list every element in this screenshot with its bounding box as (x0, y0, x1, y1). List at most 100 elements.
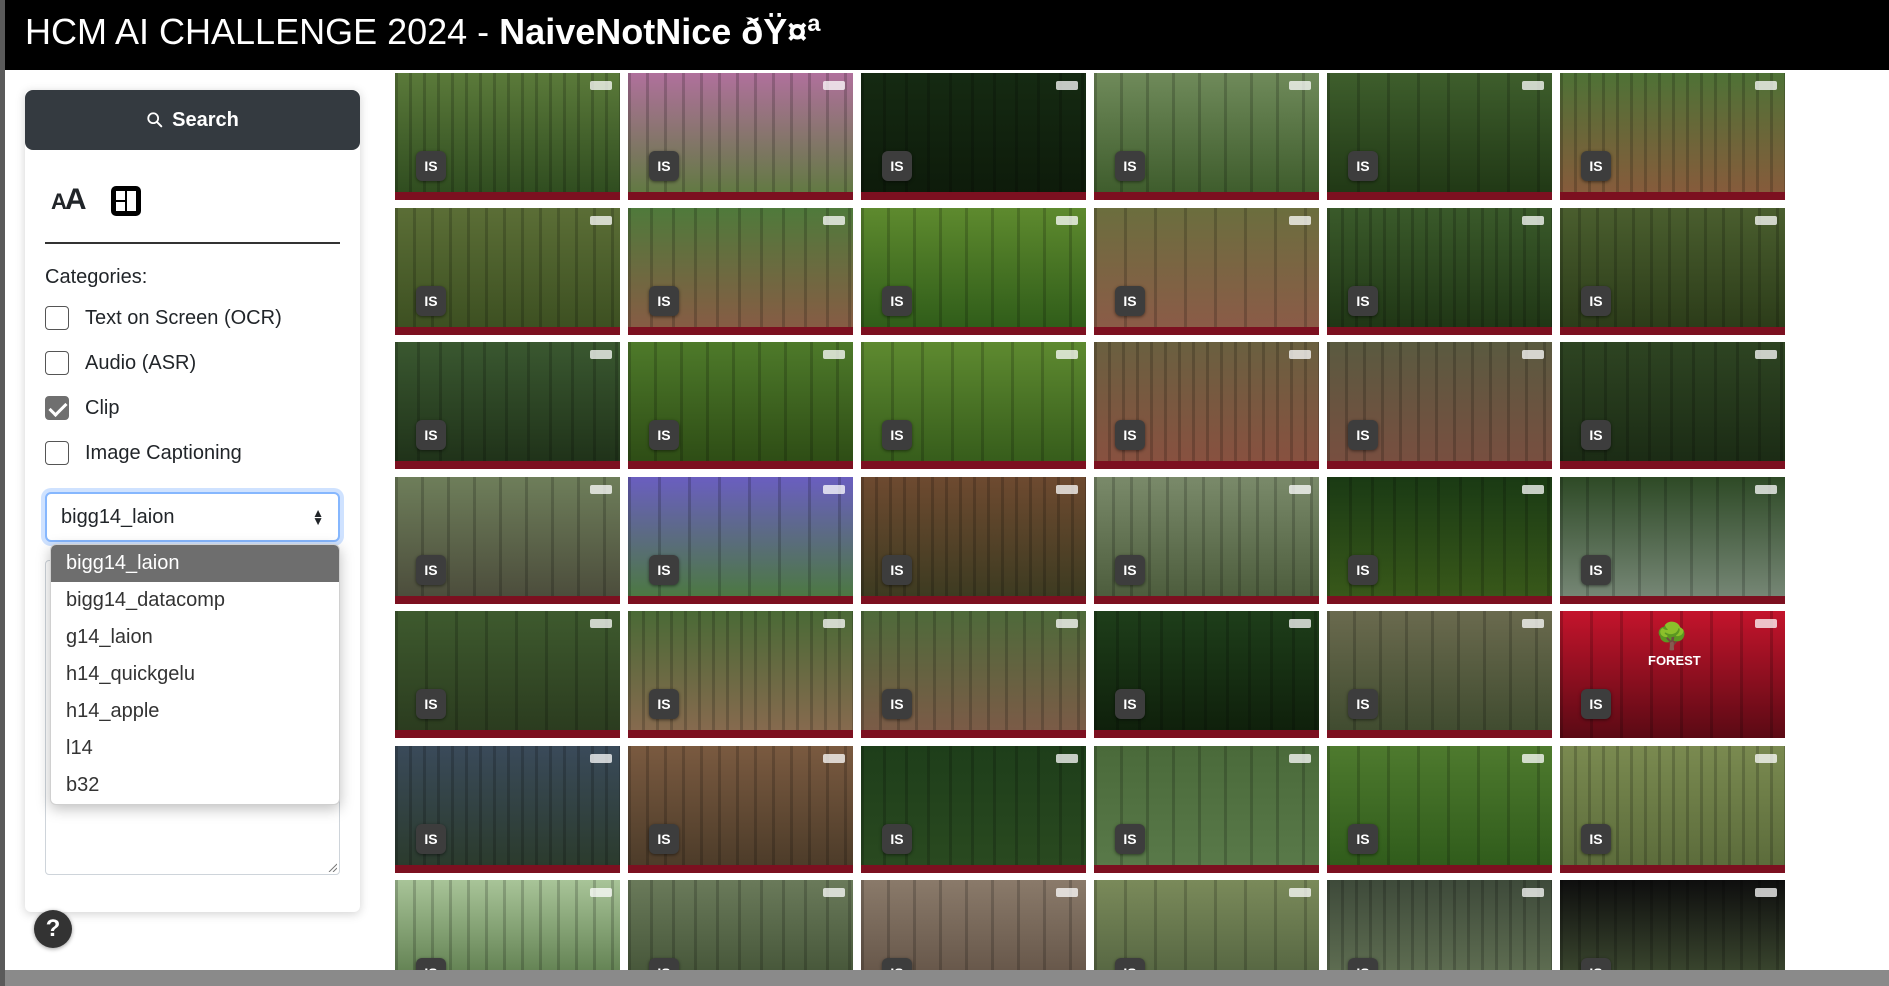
image-search-badge[interactable]: IS (1581, 420, 1611, 450)
result-thumbnail[interactable]: IS (861, 73, 1086, 200)
image-search-badge[interactable]: IS (649, 958, 679, 970)
image-search-badge[interactable]: IS (649, 689, 679, 719)
result-thumbnail[interactable]: IS (1327, 880, 1552, 970)
image-search-badge[interactable]: IS (1581, 824, 1611, 854)
image-search-badge[interactable]: IS (1581, 555, 1611, 585)
result-thumbnail[interactable]: IS (395, 342, 620, 469)
result-thumbnail[interactable]: IS (1560, 208, 1785, 335)
result-thumbnail[interactable]: IS (1327, 73, 1552, 200)
result-thumbnail[interactable]: IS (1094, 342, 1319, 469)
asr-checkbox[interactable] (45, 351, 69, 375)
result-thumbnail[interactable]: IS (628, 477, 853, 604)
image-search-badge[interactable]: IS (882, 420, 912, 450)
image-search-badge[interactable]: IS (1348, 420, 1378, 450)
image-search-badge[interactable]: IS (1115, 286, 1145, 316)
result-thumbnail[interactable]: IS (1327, 746, 1552, 873)
help-button[interactable]: ? (34, 910, 72, 948)
image-search-badge[interactable]: IS (1115, 824, 1145, 854)
result-thumbnail[interactable]: IS (1327, 208, 1552, 335)
model-option[interactable]: l14 (66, 737, 93, 759)
result-thumbnail[interactable]: IS (395, 880, 620, 970)
image-search-badge[interactable]: IS (1581, 286, 1611, 316)
result-thumbnail[interactable]: IS (395, 611, 620, 738)
image-search-badge[interactable]: IS (1348, 958, 1378, 970)
category-clip[interactable]: Clip (45, 393, 119, 423)
image-search-badge[interactable]: IS (416, 286, 446, 316)
image-search-badge[interactable]: IS (1115, 420, 1145, 450)
result-thumbnail[interactable]: IS (1094, 477, 1319, 604)
result-thumbnail[interactable]: IS (1560, 342, 1785, 469)
image-search-badge[interactable]: IS (1348, 286, 1378, 316)
image-search-badge[interactable]: IS (649, 824, 679, 854)
resize-handle-icon[interactable] (327, 862, 337, 872)
image-search-badge[interactable]: IS (1115, 689, 1145, 719)
model-option[interactable]: h14_apple (66, 700, 160, 722)
result-thumbnail[interactable]: IS (861, 477, 1086, 604)
image-search-badge[interactable]: IS (1115, 151, 1145, 181)
result-thumbnail[interactable]: IS (395, 208, 620, 335)
image-search-badge[interactable]: IS (882, 689, 912, 719)
result-thumbnail[interactable]: IS (395, 477, 620, 604)
result-thumbnail[interactable]: IS (628, 746, 853, 873)
result-thumbnail[interactable]: IS (1560, 746, 1785, 873)
image-search-badge[interactable]: IS (882, 286, 912, 316)
result-thumbnail[interactable]: IS (628, 208, 853, 335)
result-thumbnail[interactable]: IS (1094, 746, 1319, 873)
image-search-badge[interactable]: IS (882, 958, 912, 970)
layout-icon[interactable] (110, 186, 141, 216)
category-ocr[interactable]: Text on Screen (OCR) (45, 303, 282, 333)
image-search-badge[interactable]: IS (1115, 555, 1145, 585)
result-thumbnail[interactable]: IS (861, 611, 1086, 738)
image-search-badge[interactable]: IS (1581, 689, 1611, 719)
result-thumbnail[interactable]: IS (628, 880, 853, 970)
image-search-badge[interactable]: IS (1115, 958, 1145, 970)
image-search-badge[interactable]: IS (882, 824, 912, 854)
image-search-badge[interactable]: IS (1348, 689, 1378, 719)
image-search-badge[interactable]: IS (1348, 824, 1378, 854)
result-thumbnail[interactable]: IS (628, 342, 853, 469)
category-captioning[interactable]: Image Captioning (45, 438, 242, 468)
image-search-badge[interactable]: IS (649, 420, 679, 450)
model-option[interactable]: g14_laion (66, 626, 153, 648)
result-thumbnail[interactable]: IS (861, 342, 1086, 469)
image-search-badge[interactable]: IS (882, 555, 912, 585)
search-button[interactable]: Search (25, 90, 360, 150)
image-search-badge[interactable]: IS (1348, 555, 1378, 585)
image-search-badge[interactable]: IS (1348, 151, 1378, 181)
image-search-badge[interactable]: IS (416, 420, 446, 450)
text-size-icon[interactable]: AA (51, 183, 87, 216)
image-search-badge[interactable]: IS (416, 824, 446, 854)
image-search-badge[interactable]: IS (416, 958, 446, 970)
horizontal-scrollbar[interactable] (5, 970, 1889, 986)
result-thumbnail[interactable]: IS (1094, 73, 1319, 200)
image-search-badge[interactable]: IS (416, 689, 446, 719)
result-thumbnail[interactable]: IS (861, 208, 1086, 335)
result-thumbnail[interactable]: IS (395, 73, 620, 200)
image-search-badge[interactable]: IS (416, 151, 446, 181)
image-search-badge[interactable]: IS (1581, 151, 1611, 181)
result-thumbnail[interactable]: IS (1327, 477, 1552, 604)
image-search-badge[interactable]: IS (882, 151, 912, 181)
captioning-checkbox[interactable] (45, 441, 69, 465)
result-thumbnail[interactable]: IS (1560, 880, 1785, 970)
result-thumbnail[interactable]: IS (1560, 477, 1785, 604)
result-thumbnail[interactable]: IS (628, 73, 853, 200)
model-select[interactable]: bigg14_laion ▲ ▼ (45, 492, 340, 542)
model-option[interactable]: b32 (66, 774, 100, 796)
result-thumbnail[interactable]: IS (1094, 208, 1319, 335)
image-search-badge[interactable]: IS (1581, 958, 1611, 970)
result-thumbnail[interactable]: IS (395, 746, 620, 873)
image-search-badge[interactable]: IS (649, 151, 679, 181)
image-search-badge[interactable]: IS (416, 555, 446, 585)
ocr-checkbox[interactable] (45, 306, 69, 330)
result-thumbnail[interactable]: IS (1094, 880, 1319, 970)
result-thumbnail[interactable]: IS (1327, 611, 1552, 738)
result-thumbnail[interactable]: IS (628, 611, 853, 738)
model-option[interactable]: bigg14_datacomp (66, 589, 226, 611)
result-thumbnail[interactable]: IS (1560, 73, 1785, 200)
result-thumbnail[interactable]: 🌳 FOREST IS (1560, 611, 1785, 738)
category-asr[interactable]: Audio (ASR) (45, 348, 196, 378)
image-search-badge[interactable]: IS (649, 555, 679, 585)
model-option[interactable]: bigg14_laion (51, 545, 339, 582)
result-thumbnail[interactable]: IS (1094, 611, 1319, 738)
